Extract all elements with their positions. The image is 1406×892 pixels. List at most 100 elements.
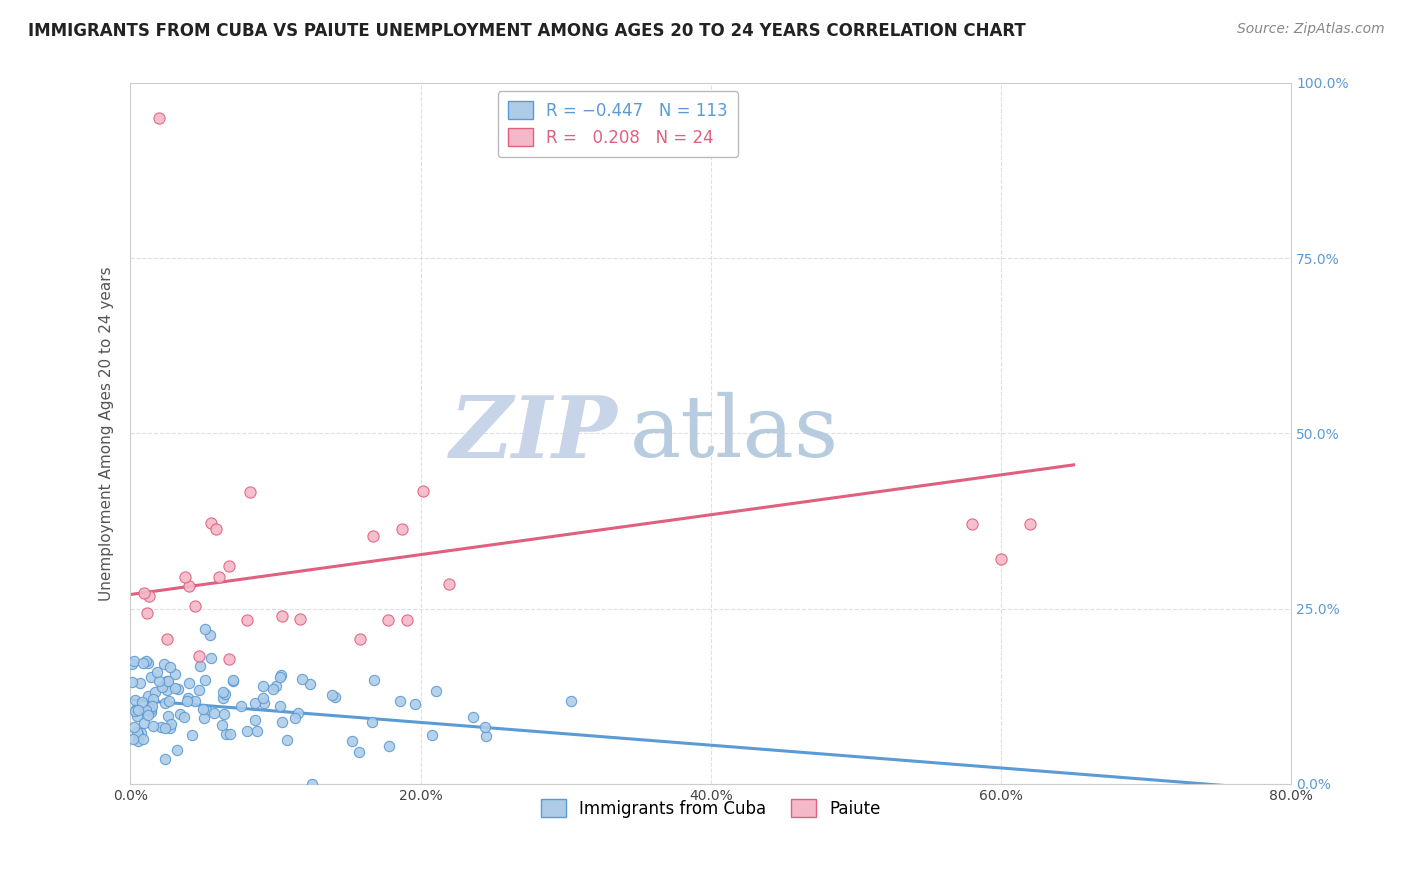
Point <box>157 673 180 688</box>
Point <box>122 654 145 668</box>
Point <box>218 559 240 574</box>
Point <box>200 651 222 665</box>
Point <box>243 696 266 710</box>
Point <box>125 724 148 739</box>
Point <box>200 516 222 531</box>
Point <box>181 727 204 741</box>
Point <box>145 665 167 680</box>
Point <box>134 585 156 599</box>
Point <box>284 711 307 725</box>
Point <box>159 721 181 735</box>
Point <box>271 608 294 623</box>
Point <box>155 752 177 766</box>
Point <box>1019 517 1042 532</box>
Point <box>153 722 176 736</box>
Point <box>148 674 170 689</box>
Point <box>291 672 314 686</box>
Point <box>142 719 165 733</box>
Point <box>156 673 179 688</box>
Point <box>127 727 149 741</box>
Point <box>276 732 298 747</box>
Point <box>378 739 401 753</box>
Point <box>363 673 385 687</box>
Point <box>132 732 155 747</box>
Point <box>141 698 163 713</box>
Point <box>252 691 274 706</box>
Point <box>138 589 160 603</box>
Point <box>139 670 162 684</box>
Point <box>395 613 418 627</box>
Point <box>129 725 152 739</box>
Point <box>229 699 252 714</box>
Point <box>208 570 231 584</box>
Point <box>156 632 179 646</box>
Point <box>475 729 498 743</box>
Point <box>204 522 226 536</box>
Point <box>132 716 155 731</box>
Point <box>425 684 447 698</box>
Point <box>184 599 207 614</box>
Point <box>222 673 245 688</box>
Text: Source: ZipAtlas.com: Source: ZipAtlas.com <box>1237 22 1385 37</box>
Point <box>271 714 294 729</box>
Point <box>202 706 225 720</box>
Point <box>253 696 276 710</box>
Point <box>222 674 245 689</box>
Point <box>287 706 309 720</box>
Point <box>124 693 146 707</box>
Point <box>188 683 211 698</box>
Point <box>212 691 235 706</box>
Point <box>177 579 200 593</box>
Point <box>188 659 211 673</box>
Point <box>173 709 195 723</box>
Point <box>212 685 235 699</box>
Point <box>264 680 287 694</box>
Point <box>461 710 484 724</box>
Point <box>169 706 191 721</box>
Point <box>124 704 146 718</box>
Point <box>245 713 267 727</box>
Point <box>165 681 187 696</box>
Point <box>246 724 269 739</box>
Point <box>152 680 174 694</box>
Point <box>269 699 291 714</box>
Point <box>474 720 496 734</box>
Point <box>194 673 217 687</box>
Point <box>176 694 198 708</box>
Point <box>160 717 183 731</box>
Point <box>139 702 162 716</box>
Point <box>122 720 145 734</box>
Point <box>214 687 236 701</box>
Point <box>290 612 312 626</box>
Point <box>187 649 209 664</box>
Point <box>128 676 150 690</box>
Point <box>301 777 323 791</box>
Point <box>157 694 180 708</box>
Point <box>139 706 162 720</box>
Point <box>270 668 292 682</box>
Point <box>127 703 149 717</box>
Point <box>960 517 983 532</box>
Text: atlas: atlas <box>630 392 839 475</box>
Point <box>412 484 434 499</box>
Point <box>990 552 1012 566</box>
Point <box>149 720 172 734</box>
Point <box>153 657 176 671</box>
Point <box>132 657 155 671</box>
Y-axis label: Unemployment Among Ages 20 to 24 years: Unemployment Among Ages 20 to 24 years <box>100 266 114 600</box>
Point <box>138 701 160 715</box>
Point <box>218 652 240 666</box>
Point <box>136 689 159 703</box>
Point <box>212 707 235 722</box>
Text: IMMIGRANTS FROM CUBA VS PAIUTE UNEMPLOYMENT AMONG AGES 20 TO 24 YEARS CORRELATIO: IMMIGRANTS FROM CUBA VS PAIUTE UNEMPLOYM… <box>28 22 1026 40</box>
Point <box>143 685 166 699</box>
Point <box>136 656 159 670</box>
Point <box>361 715 384 730</box>
Text: ZIP: ZIP <box>450 392 619 475</box>
Point <box>437 577 460 591</box>
Point <box>135 655 157 669</box>
Point <box>167 682 190 697</box>
Point <box>159 660 181 674</box>
Point <box>194 703 217 717</box>
Point <box>560 694 582 708</box>
